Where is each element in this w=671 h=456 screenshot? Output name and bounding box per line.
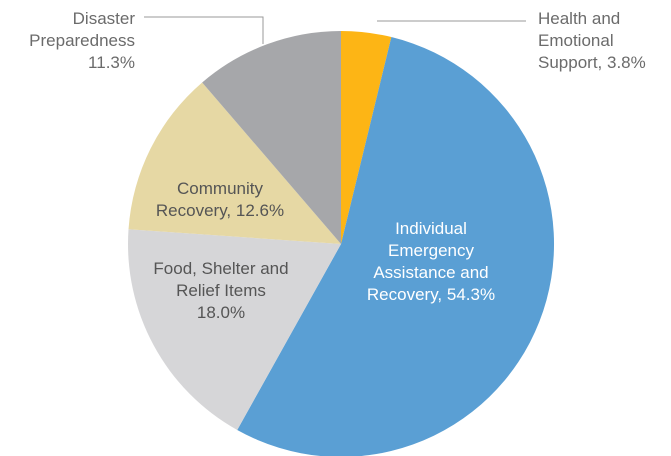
slice-labels: Health and Emotional Support, 3.8% Individu…	[29, 9, 646, 322]
pie-slice-0	[341, 31, 392, 244]
pie-slice-3	[128, 82, 341, 244]
slice-label-line: Health and	[538, 9, 620, 28]
slice-label-line: Relief Items	[176, 281, 266, 300]
slice-label-line: Emotional	[538, 31, 614, 50]
slice-label-3: Community Recovery, 12.6%	[156, 179, 284, 220]
slice-label-1: Individual Emergency Assistance and Recover…	[367, 219, 495, 304]
slice-label-line: Preparedness	[29, 31, 135, 50]
slice-label-line: Support, 3.8%	[538, 53, 646, 72]
pie-slice-4	[202, 30, 341, 244]
slice-label-line: Disaster	[73, 9, 136, 28]
slice-label-line: Food, Shelter and	[153, 259, 288, 278]
slice-label-line: Individual	[395, 219, 467, 238]
slice-label-line: Emergency	[388, 241, 474, 260]
slice-label-line: Community	[177, 179, 263, 198]
slice-label-0: Health and Emotional Support, 3.8%	[538, 9, 646, 72]
slice-label-2: Food, Shelter and Relief Items 18.0%	[153, 259, 288, 322]
leader-lines	[144, 16, 526, 44]
pie-slice-2	[128, 229, 341, 430]
slice-label-4: Disaster Preparedness 11.3%	[29, 9, 135, 72]
slice-label-line: 11.3%	[88, 53, 135, 72]
pie-slices	[128, 30, 554, 456]
pie-slice-1	[237, 37, 554, 456]
slice-label-line: Recovery, 12.6%	[156, 201, 284, 220]
slice-label-line: Assistance and	[373, 263, 488, 282]
slice-label-line: Recovery, 54.3%	[367, 285, 495, 304]
leader-line-4	[144, 16, 264, 44]
slice-label-line: 18.0%	[197, 303, 245, 322]
